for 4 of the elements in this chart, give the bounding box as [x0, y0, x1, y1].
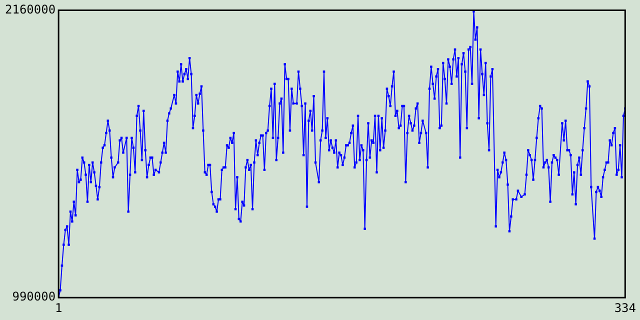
x-tick-label: 334	[614, 300, 636, 315]
y-tick-label: 2160000	[4, 2, 56, 16]
y-tick-label: 990000	[12, 290, 56, 304]
x-tick-label: 1	[54, 300, 62, 315]
